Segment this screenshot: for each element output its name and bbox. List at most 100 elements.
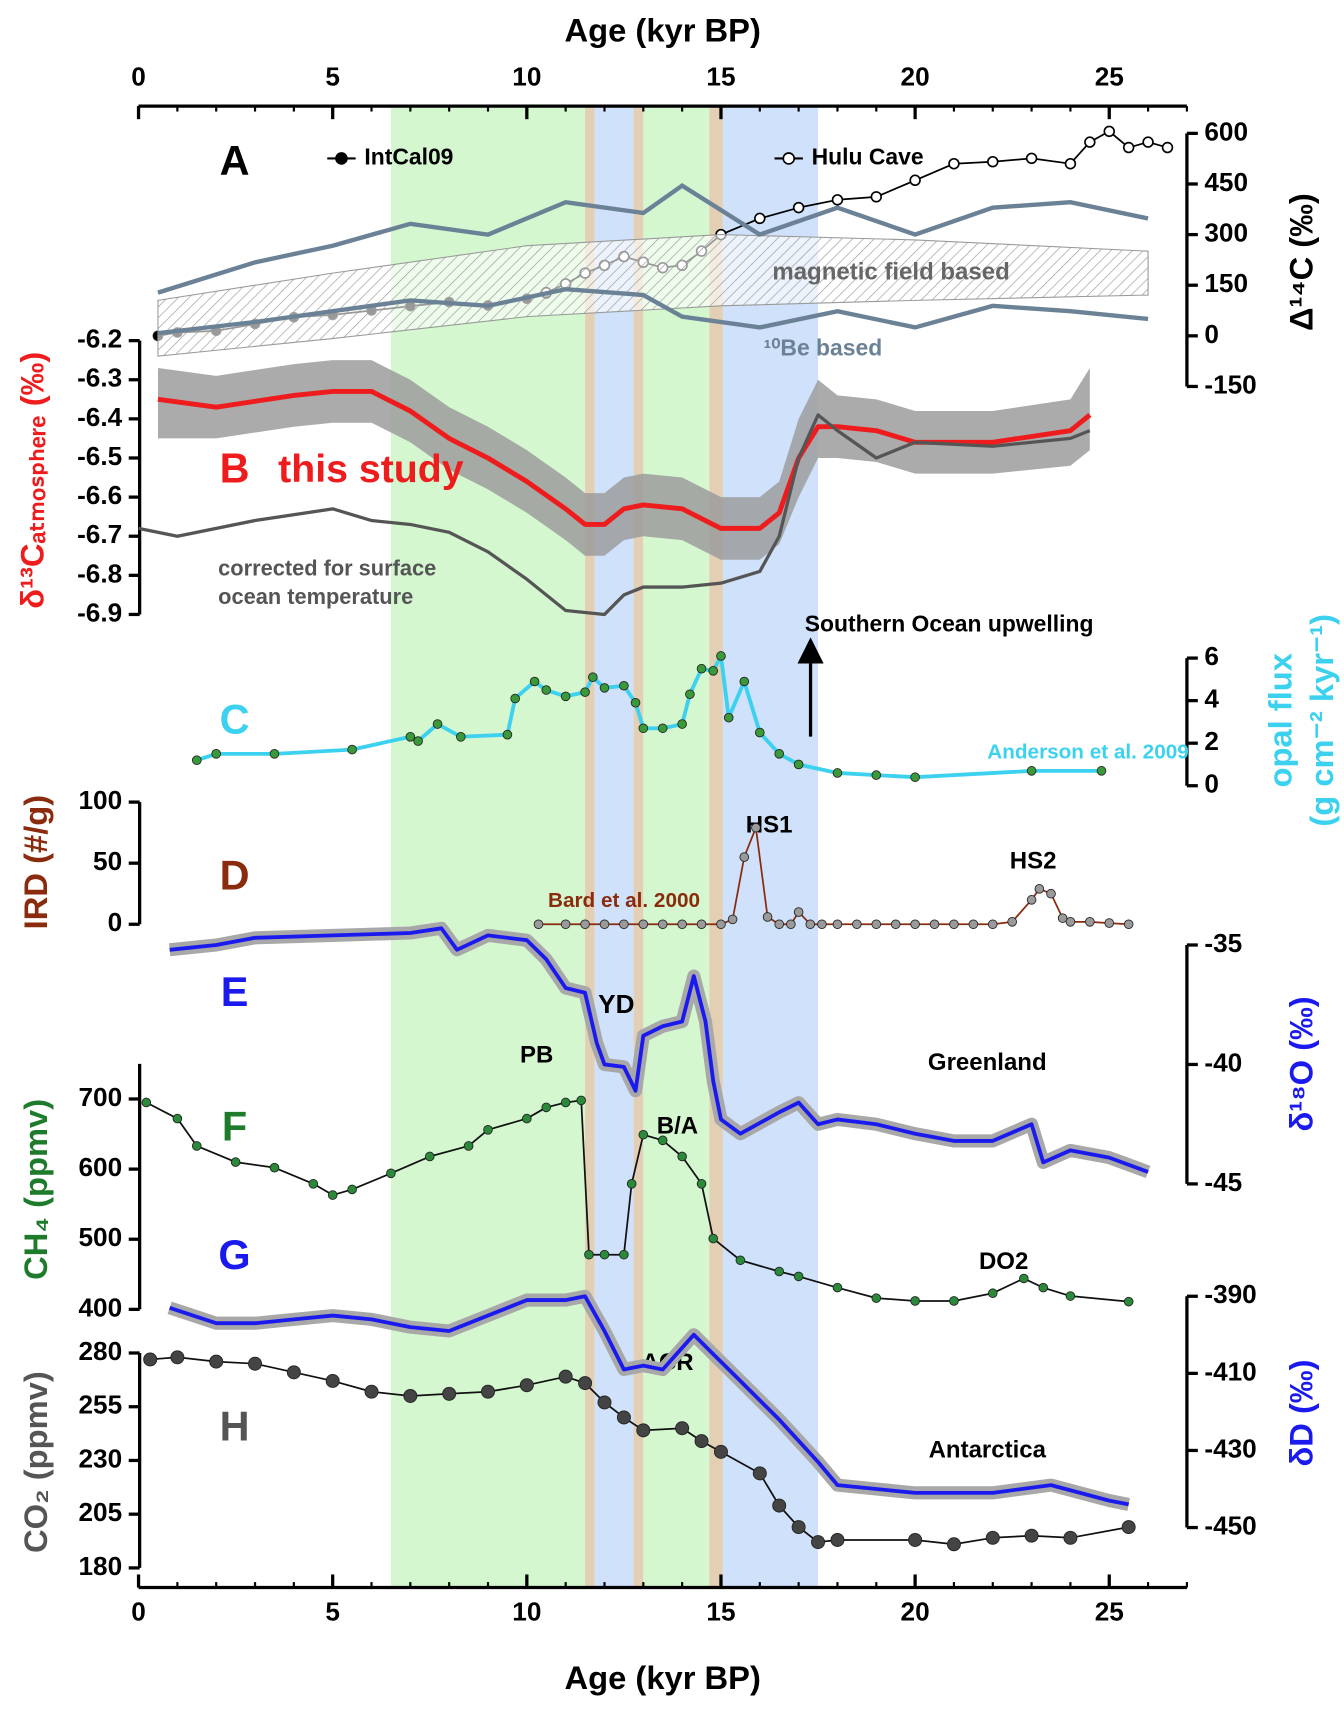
uncertainty-band [157, 360, 1090, 560]
series-label: Greenland [928, 1049, 1047, 1076]
data-point [987, 1288, 998, 1299]
annotation: HS2 [1010, 847, 1057, 874]
y-axis-title: opal flux [1262, 653, 1299, 788]
data-point [347, 1184, 357, 1195]
data-point [946, 1537, 961, 1552]
data-point [143, 1352, 158, 1367]
data-point [599, 683, 610, 693]
y-tick-label: -6.7 [77, 519, 122, 549]
data-point [141, 1097, 152, 1108]
data-point [1038, 1282, 1049, 1293]
data-point [560, 691, 571, 702]
data-point [929, 919, 940, 930]
x-tick-label: 20 [901, 62, 930, 92]
series-label: Bard et al. 2000 [548, 889, 700, 912]
data-point [677, 719, 687, 729]
data-point [541, 1102, 552, 1113]
data-point [727, 914, 738, 925]
data-point [576, 1095, 586, 1106]
panel-letter: G [218, 1231, 250, 1278]
data-point [578, 1376, 593, 1391]
y-tick-label: 280 [79, 1336, 123, 1366]
data-point [832, 919, 843, 930]
panel-letter: C [220, 695, 250, 742]
series-line [169, 1294, 1130, 1507]
data-point [308, 1179, 319, 1189]
panel-letter: D [220, 851, 250, 898]
data-point [871, 919, 882, 930]
y-tick-label: -6.6 [77, 480, 122, 510]
data-point [987, 919, 998, 930]
series-line [157, 389, 1092, 531]
data-point [716, 919, 726, 930]
data-point [762, 912, 773, 922]
data-point [786, 919, 796, 930]
data-point [1103, 125, 1115, 138]
data-point [580, 687, 590, 697]
data-point [1161, 141, 1174, 154]
data-point [619, 1249, 629, 1260]
data-point [1122, 141, 1135, 154]
data-point [832, 1282, 843, 1293]
y-tick-label: -35 [1204, 928, 1242, 958]
data-point [502, 729, 513, 740]
data-point [772, 1498, 787, 1513]
y-tick-label: 0 [108, 907, 123, 937]
annotation: PB [520, 1042, 553, 1069]
y-tick-label: 700 [79, 1082, 123, 1112]
y-axis-title: δ¹⁸O (‰) [1282, 996, 1319, 1131]
panel: 0 2 4 6 opal flux (g cm⁻² kyr⁻¹) C Southern Oce… [191, 610, 1340, 827]
series-label: Anderson et al. 2009 [987, 740, 1189, 763]
y-tick-label: -390 [1204, 1279, 1256, 1309]
data-point [599, 919, 610, 930]
y-tick-label: 205 [79, 1497, 123, 1527]
y-tick-label: 255 [79, 1390, 123, 1420]
data-point [910, 919, 920, 930]
y-tick-label: 450 [1204, 167, 1248, 197]
data-point [403, 1389, 418, 1403]
data-point [424, 1151, 435, 1162]
data-point [657, 723, 668, 734]
data-point [754, 727, 765, 738]
data-point [1065, 917, 1076, 927]
data-point [630, 697, 641, 708]
data-point [909, 174, 921, 186]
data-point [708, 666, 719, 676]
data-point [1046, 888, 1056, 899]
data-point [948, 158, 960, 170]
data-point [751, 822, 761, 833]
period-band [633, 106, 644, 1588]
period-band [709, 106, 723, 1588]
data-point [694, 1434, 709, 1449]
y-axis-title: δ¹³Cₐₜₘₒₛₚₕₑᵣₑ (‰) [14, 352, 51, 609]
y-tick-label: 230 [79, 1443, 123, 1473]
data-point [558, 1369, 573, 1384]
y-tick-label: 4 [1204, 684, 1219, 714]
data-point [949, 1296, 959, 1306]
data-point [677, 1151, 687, 1162]
x-tick-label: 5 [325, 1597, 340, 1627]
data-point [1024, 1528, 1039, 1543]
data-point [985, 1530, 1000, 1545]
data-point [599, 1249, 610, 1260]
data-point [1142, 136, 1154, 148]
legend-label: IntCal09 [364, 144, 453, 170]
panel: -6.9 -6.8 -6.7 -6.6 -6.5 -6.4 -6.3 -6.2 δ¹³Cₐₜₘₒ… [14, 324, 1092, 627]
data-point [1064, 158, 1077, 170]
data-point [774, 749, 785, 759]
data-point [1096, 766, 1107, 776]
data-point [1057, 913, 1068, 923]
data-point [560, 919, 571, 930]
data-point [811, 1535, 826, 1550]
data-point [442, 1386, 457, 1401]
x-tick-label: 10 [512, 62, 541, 92]
data-point [209, 1354, 224, 1369]
data-point [696, 663, 707, 674]
y-tick-label: 600 [1204, 116, 1248, 146]
data-point [269, 749, 280, 759]
data-point [774, 1266, 785, 1277]
y-tick-label: -150 [1204, 369, 1256, 399]
